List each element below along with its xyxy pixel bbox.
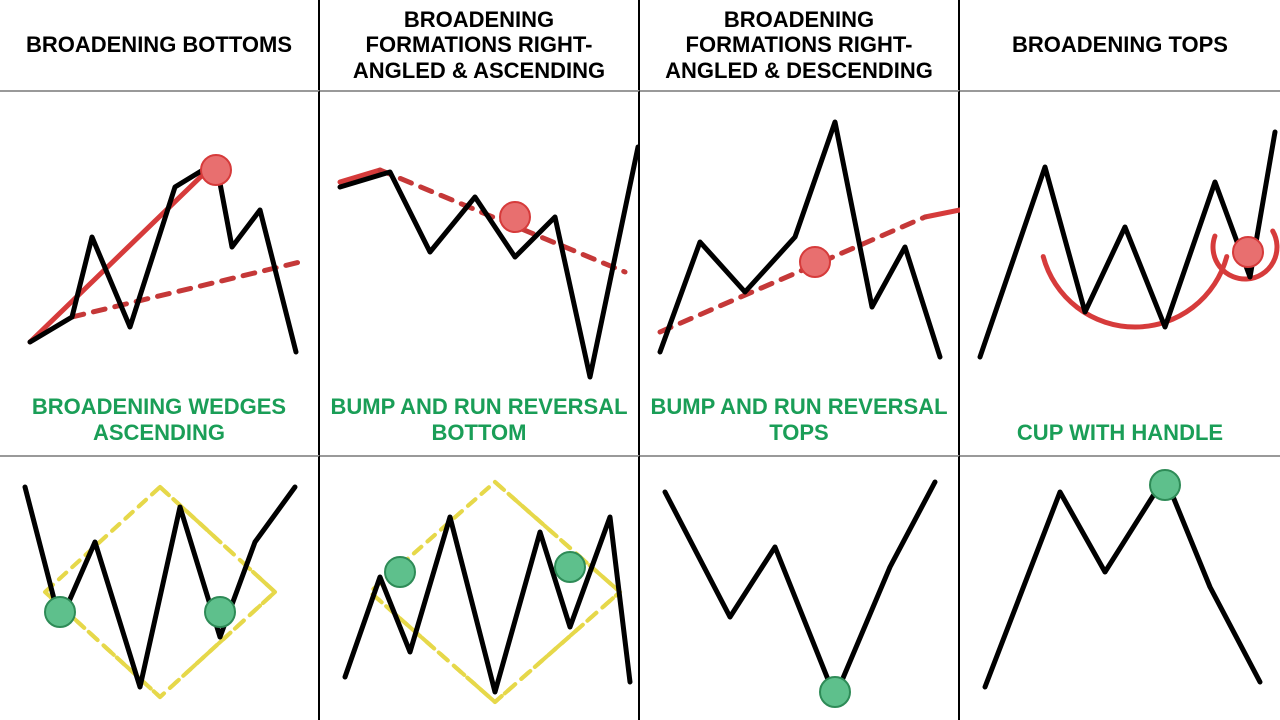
pattern-chart: [960, 92, 1280, 457]
pattern-caption: BUMP AND RUN REVERSAL TOPS: [640, 394, 958, 445]
pattern-chart: [320, 457, 640, 720]
pattern-cell: BUMP AND RUN REVERSAL TOPS: [640, 90, 960, 455]
pattern-caption: BUMP AND RUN REVERSAL BOTTOM: [320, 394, 638, 445]
pattern-caption: CUP WITH HANDLE: [960, 420, 1280, 445]
pattern-title: BROADENING FORMATIONS RIGHT-ANGLED & ASC…: [320, 0, 640, 90]
pattern-chart: [960, 457, 1280, 720]
pattern-chart: [0, 457, 320, 720]
pattern-cell: [320, 455, 640, 720]
pattern-title: BROADENING FORMATIONS RIGHT-ANGLED & DES…: [640, 0, 960, 90]
pattern-chart: [640, 457, 960, 720]
pattern-cell: BUMP AND RUN REVERSAL BOTTOM: [320, 90, 640, 455]
pattern-cell: CUP WITH HANDLE: [960, 90, 1280, 455]
pattern-cell: BROADENING WEDGES ASCENDING: [0, 90, 320, 455]
pattern-caption: BROADENING WEDGES ASCENDING: [0, 394, 318, 445]
pattern-cell: [640, 455, 960, 720]
pattern-title: BROADENING TOPS: [960, 0, 1280, 90]
pattern-cell: [960, 455, 1280, 720]
pattern-title: BROADENING BOTTOMS: [0, 0, 320, 90]
pattern-cell: [0, 455, 320, 720]
